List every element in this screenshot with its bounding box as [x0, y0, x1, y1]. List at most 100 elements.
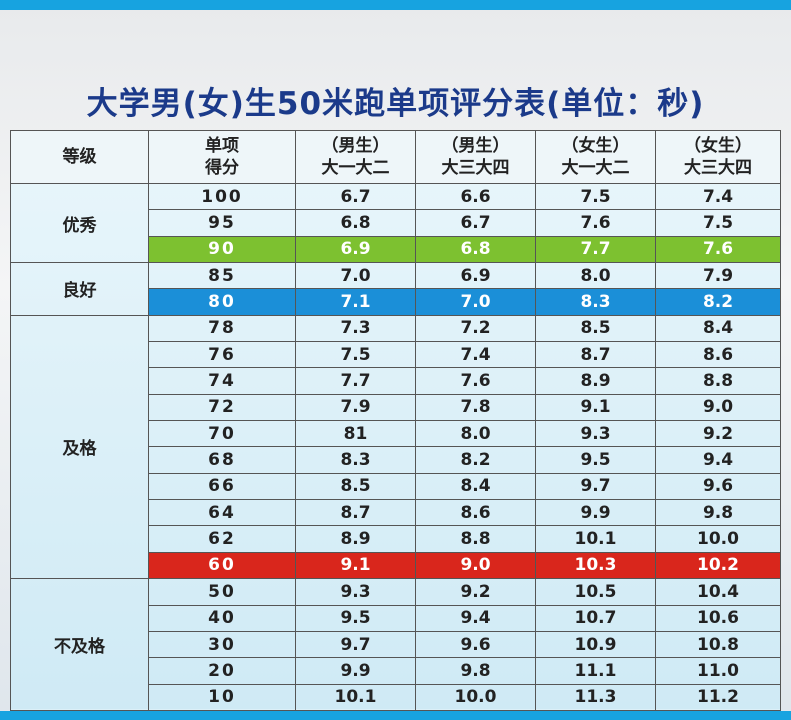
score-cell: 66 [148, 472, 296, 501]
time-cell: 10.4 [655, 578, 781, 606]
score-cell: 40 [148, 604, 296, 632]
table-row: 40 9.5 9.4 10.7 10.6 [11, 604, 781, 632]
score-cell: 70 [148, 420, 296, 448]
time-cell: 8.6 [415, 499, 536, 527]
time-cell: 7.7 [535, 235, 656, 264]
time-cell: 10.8 [655, 630, 781, 659]
time-cell: 9.7 [295, 630, 416, 659]
time-cell: 6.6 [415, 182, 536, 211]
header-text: 等级 [62, 147, 97, 167]
header-cell: 等级 [10, 130, 149, 184]
header-text: （男生） [441, 136, 510, 156]
header-cell: 单项 得分 [148, 130, 296, 184]
time-cell: 7.5 [655, 209, 781, 237]
time-cell: 10.7 [535, 604, 656, 632]
title: 大学男(女)生50米跑单项评分表(单位：秒) [86, 86, 705, 122]
table-row: 优秀 100 6.7 6.6 7.5 7.4 [10, 182, 781, 264]
score-cell: 90 [148, 235, 296, 264]
time-cell: 9.3 [535, 420, 656, 448]
time-cell: 9.2 [655, 420, 781, 448]
top-band [0, 0, 791, 10]
time-cell: 9.5 [295, 604, 416, 632]
time-cell: 6.8 [295, 209, 416, 237]
time-cell: 10.1 [535, 525, 656, 553]
time-cell: 9.4 [415, 604, 536, 632]
header-cell: （男生） 大三大四 [415, 130, 536, 184]
time-cell: 8.5 [295, 472, 416, 501]
time-cell: 8.6 [655, 341, 781, 369]
time-cell: 9.9 [295, 657, 416, 685]
header-text: （女生） [684, 136, 752, 156]
score-cell: 68 [148, 446, 296, 474]
score-cell: 76 [148, 341, 296, 369]
header-cell: （女生） 大一大二 [535, 130, 656, 184]
score-table: 等级 单项 得分 （男生） 大一大二 （男生） 大三大四 （女生） 大一大二 （女生） 大三大四 优… [10, 130, 781, 711]
time-cell: 10.2 [655, 551, 781, 580]
time-cell: 8.8 [655, 367, 781, 395]
time-cell: 7.2 [415, 314, 536, 343]
time-cell: 10.1 [295, 683, 416, 711]
table-row: 66 8.5 8.4 9.7 9.6 [11, 472, 781, 501]
time-cell: 6.8 [415, 235, 536, 264]
time-cell: 9.6 [655, 472, 781, 501]
time-cell: 9.8 [415, 657, 536, 685]
time-cell: 7.8 [415, 393, 536, 422]
table-row: 不及格 50 9.3 9.2 10.5 10.4 [10, 578, 781, 711]
header-text: 大三大四 [684, 158, 752, 178]
score-cell: 72 [148, 393, 296, 422]
time-cell: 10.3 [535, 551, 656, 580]
table-row: 68 8.3 8.2 9.5 9.4 [11, 446, 781, 474]
header-cell: （男生） 大一大二 [295, 130, 416, 184]
header-text: 得分 [205, 158, 239, 178]
time-cell: 81 [295, 420, 416, 448]
table-row: 及格 78 7.3 7.2 8.5 8.4 [10, 314, 781, 580]
table-row: 良好 85 7.0 6.9 8.0 7.9 [10, 262, 781, 316]
time-cell: 9.7 [535, 472, 656, 501]
time-cell: 7.4 [655, 182, 781, 211]
table-row: 62 8.9 8.8 10.1 10.0 [11, 525, 781, 553]
time-cell: 8.8 [415, 525, 536, 553]
time-cell: 7.9 [655, 262, 781, 290]
header-text: （女生） [561, 136, 630, 156]
time-cell: 9.0 [415, 551, 536, 580]
time-cell: 8.0 [535, 262, 656, 290]
time-cell: 10.0 [655, 525, 781, 553]
time-cell: 6.7 [415, 209, 536, 237]
table-row: 30 9.7 9.6 10.9 10.8 [11, 630, 781, 659]
time-cell: 11.1 [535, 657, 656, 685]
time-cell: 7.5 [535, 182, 656, 211]
time-cell: 7.6 [535, 209, 656, 237]
table-row: 95 6.8 6.7 7.6 7.5 [11, 209, 781, 237]
time-cell: 8.9 [295, 525, 416, 553]
score-cell: 100 [148, 182, 296, 211]
time-cell: 8.2 [655, 288, 781, 316]
grade-cell: 不及格 [10, 578, 149, 711]
score-cell: 85 [148, 262, 296, 290]
grade-cell: 优秀 [10, 182, 149, 264]
header-text: 大一大二 [321, 158, 390, 178]
time-cell: 7.5 [295, 341, 416, 369]
table-row: 74 7.7 7.6 8.9 8.8 [11, 367, 781, 395]
time-cell: 7.6 [415, 367, 536, 395]
score-cell: 60 [148, 551, 296, 580]
time-cell: 7.0 [415, 288, 536, 316]
score-cell: 50 [148, 578, 296, 606]
time-cell: 9.4 [655, 446, 781, 474]
header-text: 单项 [205, 136, 239, 156]
time-cell: 8.2 [415, 446, 536, 474]
score-cell: 20 [148, 657, 296, 685]
time-cell: 10.5 [535, 578, 656, 606]
grade-cell: 良好 [10, 262, 149, 316]
time-cell: 10.9 [535, 630, 656, 659]
time-cell: 9.2 [415, 578, 536, 606]
score-cell: 74 [148, 367, 296, 395]
time-cell: 11.0 [655, 657, 781, 685]
time-cell: 9.9 [535, 499, 656, 527]
time-cell: 8.3 [295, 446, 416, 474]
time-cell: 6.9 [295, 235, 416, 264]
table-row: 20 9.9 9.8 11.1 11.0 [11, 657, 781, 685]
header-text: 大一大二 [561, 158, 630, 178]
time-cell: 7.3 [295, 314, 416, 343]
time-cell: 9.1 [535, 393, 656, 422]
